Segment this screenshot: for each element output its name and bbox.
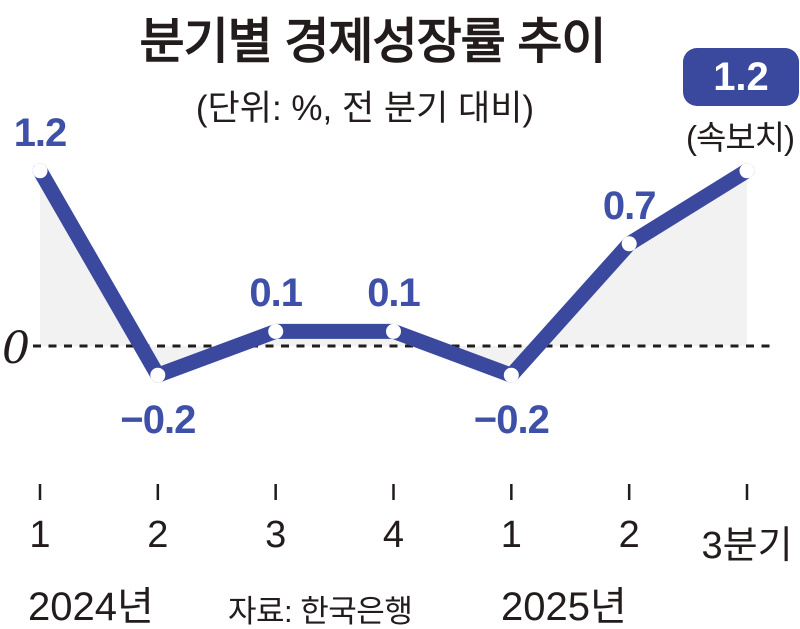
zero-axis-label: 0 <box>2 323 30 374</box>
year-label-2025: 2025년 <box>501 585 627 629</box>
source-attribution: 자료: 한국은행 <box>228 594 413 629</box>
highlight-value-badge: 1.2 <box>683 48 799 106</box>
value-label: 0.1 <box>249 271 303 316</box>
quarter-label: 4 <box>382 514 405 556</box>
data-point-marker <box>268 323 284 339</box>
quarter-label: 3 <box>265 514 287 556</box>
data-point-marker <box>503 367 519 383</box>
year-label-2024: 2024년 <box>28 585 154 629</box>
value-label: −0.2 <box>473 398 550 443</box>
value-label: 0.1 <box>367 271 421 316</box>
quarter-label: 1 <box>29 514 51 556</box>
data-point-marker <box>739 163 755 179</box>
value-label: −0.2 <box>120 398 196 443</box>
value-label: 0.7 <box>602 183 657 228</box>
data-point-marker <box>150 367 166 383</box>
data-point-marker <box>32 163 48 179</box>
value-label: 1.2 <box>13 110 68 155</box>
chart-unit-note: (단위: %, 전 분기 대비) <box>195 89 535 128</box>
highlight-badge-note: (속보치) <box>685 119 795 156</box>
chart-title: 분기별 경제성장률 추이 <box>139 15 606 69</box>
quarter-label: 2 <box>147 514 169 556</box>
quarter-label: 2 <box>618 514 640 556</box>
quarter-label: 3분기 <box>701 525 793 567</box>
area-fill-shape <box>40 170 747 376</box>
quarter-label: 1 <box>500 514 522 556</box>
data-point-marker <box>386 323 401 339</box>
data-point-marker <box>621 236 637 252</box>
